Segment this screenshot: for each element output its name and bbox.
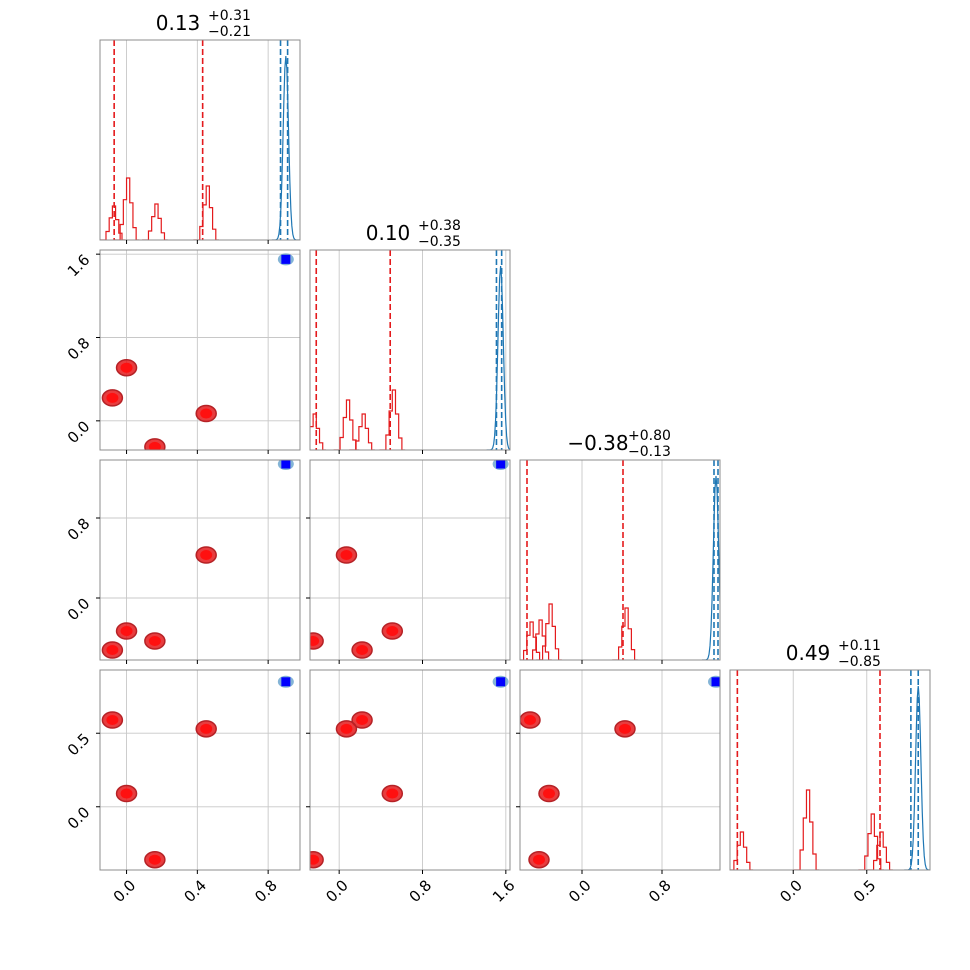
y-tick-label: 0.0 [64,417,94,447]
histogram-blue-peak [701,475,720,660]
blue-mode-core [281,677,291,687]
histogram-red-peak [333,399,360,450]
red-mode-core [120,788,133,799]
red-mode-core [619,723,631,734]
red-mode-core [340,723,353,734]
blue-mode-core [281,254,291,264]
red-mode-core [310,636,320,646]
red-mode-core [200,723,213,734]
histogram-red-peak [536,603,562,660]
red-mode-core [106,645,119,655]
y-tick-label: 0.8 [64,334,94,364]
red-mode-core [356,715,369,725]
red-mode-core [200,550,213,560]
panel-3-3: 0.49 +0.11−0.85 0.0 0.5 [729,638,931,906]
histogram-red-peak [858,813,884,870]
panel-frame [99,459,301,661]
red-mode-core [148,636,161,646]
histogram-blue-peak [486,265,510,450]
panel-frame [729,669,931,871]
panel-frame [519,459,721,661]
histogram-red-peak [379,389,406,450]
panel-3-2: 0.0 0.8 [516,669,721,906]
red-mode-core [106,715,119,725]
x-tick-label: 0.8 [645,876,675,906]
panel-frame [309,669,511,871]
histogram-red-peak [193,185,219,240]
panel-title-plus: +0.31 [208,8,251,24]
panel-1-1: 0.10 +0.38−0.35 [309,218,511,454]
panel-3-0: 0.0 0.4 0.8 0.0 0.5 [64,669,301,906]
histogram-red-peak [612,607,638,660]
panel-frame [309,249,511,451]
panel-title-minus: −0.35 [418,234,461,250]
panel-title-minus: −0.21 [208,24,251,40]
red-mode-core [106,392,119,403]
panel-title-plus: +0.80 [628,428,671,444]
x-tick-label: 0.0 [110,876,140,906]
red-mode-core [148,441,161,450]
panel-title: −0.38 [567,431,628,455]
panel-1-0: 0.0 0.8 1.6 [64,249,301,454]
panel-2-2: −0.38 +0.80−0.13 [519,428,721,664]
histogram-red-peak [100,205,126,240]
red-mode-core [386,788,399,799]
panel-2-0: 0.0 0.8 [64,459,301,664]
red-mode-core [340,550,353,560]
y-tick-label: 1.6 [64,251,94,281]
histogram-red-peak [793,789,820,870]
red-mode-core [200,408,213,419]
x-tick-label: 0.8 [406,876,436,906]
histogram-blue-peak [271,55,300,240]
panel-title: 0.13 [156,11,201,35]
histogram-red-peak [142,203,168,240]
y-tick-label: 0.0 [64,595,94,625]
panel-title: 0.49 [786,641,831,665]
histogram-red-peak [730,831,754,870]
red-mode-core [386,626,399,636]
red-mode-core [356,645,369,655]
red-mode-core [120,362,133,373]
red-mode-core [524,715,536,725]
x-tick-label: 0.4 [180,876,210,906]
blue-mode-core [711,677,720,687]
red-mode-core [120,626,133,636]
panel-frame [99,669,301,871]
red-mode-core [543,788,555,799]
panel-frame [99,39,301,241]
red-mode-core [533,854,545,865]
histogram-red-peak [526,619,552,660]
histogram-red-peak [520,621,543,660]
x-tick-label: 0.8 [251,876,281,906]
histogram-blue-peak [904,685,930,870]
red-mode-core [310,854,320,865]
panel-frame [519,669,721,871]
red-mode-core [148,854,161,865]
panel-title-minus: −0.85 [838,654,881,670]
y-tick-label: 0.8 [64,515,94,545]
x-tick-label: 0.0 [565,876,595,906]
panel-frame [309,459,511,661]
panel-title: 0.10 [366,221,411,245]
x-tick-label: 0.0 [322,876,352,906]
panel-3-1: 0.0 0.8 1.6 [306,669,519,906]
y-tick-label: 0.5 [64,730,94,760]
panel-title-minus: −0.13 [628,444,671,460]
panel-frame [99,249,301,451]
panel-0-0: 0.13 +0.31−0.21 [99,8,301,244]
panel-2-1 [306,459,511,664]
x-tick-label: 0.5 [850,876,880,906]
panel-title-plus: +0.11 [838,638,881,654]
blue-mode-core [496,677,506,687]
blue-mode-core [496,460,506,469]
x-tick-label: 1.6 [489,876,519,906]
histogram-red-peak [310,413,326,450]
y-tick-label: 0.0 [64,803,94,833]
histogram-red-peak [113,177,140,240]
x-tick-label: 0.0 [776,876,806,906]
blue-mode-core [281,460,291,469]
panel-title-plus: +0.38 [418,218,461,234]
